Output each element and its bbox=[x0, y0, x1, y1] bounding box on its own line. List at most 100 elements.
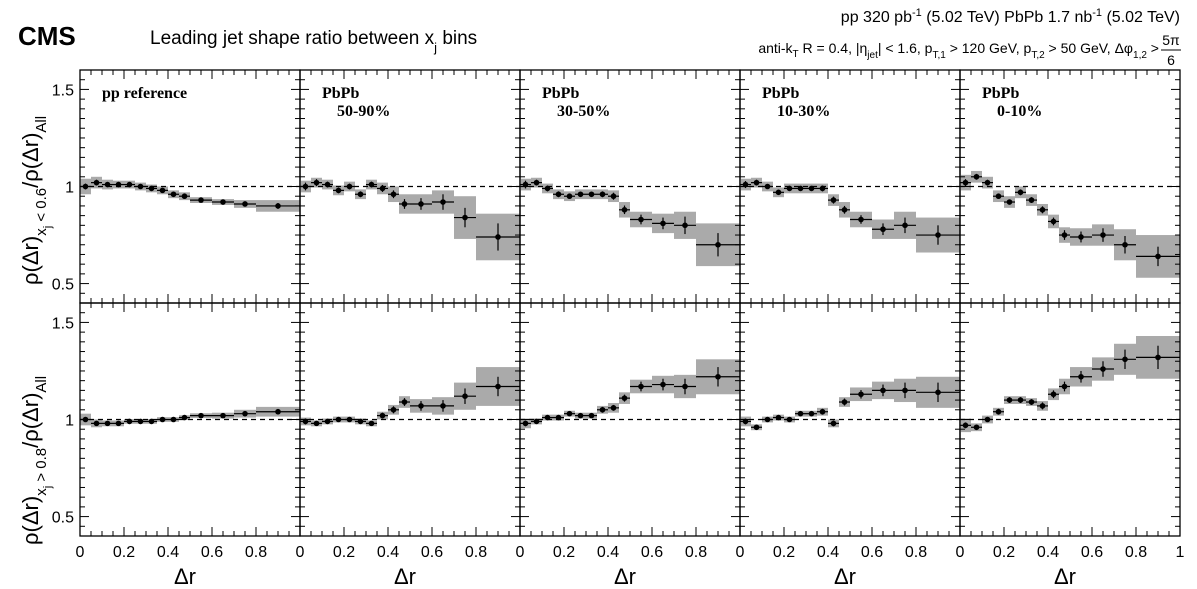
data-point bbox=[715, 373, 721, 380]
panel-r2-c3: 0 0.2 0.4 0.6 0.8 Δr bbox=[516, 302, 741, 589]
x-axis-label: Δr bbox=[394, 564, 416, 589]
data-point bbox=[1155, 253, 1161, 260]
data-point bbox=[858, 216, 864, 223]
data-point bbox=[1122, 241, 1128, 248]
data-point bbox=[610, 193, 617, 200]
panel-label-line2: 0-10% bbox=[997, 103, 1042, 120]
data-point bbox=[935, 232, 941, 238]
panel-label-line2: 10-30% bbox=[777, 103, 830, 120]
data-point bbox=[198, 412, 204, 419]
data-point bbox=[533, 418, 540, 425]
data-point bbox=[1155, 354, 1161, 361]
data-point bbox=[566, 193, 573, 200]
data-point bbox=[357, 191, 364, 198]
y-axis-label-top: ρ(Δr)xj < 0.6/ρ(Δr)All bbox=[18, 116, 54, 285]
data-point bbox=[808, 185, 815, 192]
data-point bbox=[462, 393, 468, 400]
data-point bbox=[313, 179, 320, 186]
data-point bbox=[126, 181, 133, 188]
data-point bbox=[368, 420, 375, 427]
data-point bbox=[880, 226, 886, 233]
chart-title: Leading jet shape ratio between xj bins bbox=[150, 28, 477, 55]
cut-fraction-denominator: 6 bbox=[1167, 52, 1175, 68]
data-point bbox=[357, 418, 364, 425]
x-tick-label: 0.6 bbox=[641, 544, 663, 561]
panel-label-line2: 50-90% bbox=[337, 103, 390, 120]
data-point bbox=[401, 201, 408, 207]
data-point bbox=[148, 418, 155, 425]
data-point bbox=[242, 410, 248, 417]
data-point bbox=[1006, 397, 1013, 403]
panel-r2-c5: 0 0.2 0.4 0.6 0.8 1 Δr bbox=[956, 302, 1185, 589]
panel-label-line1: PbPb bbox=[542, 85, 579, 102]
x-tick-label: 0.6 bbox=[861, 544, 883, 561]
data-point bbox=[786, 185, 793, 192]
data-point bbox=[104, 181, 111, 188]
data-point bbox=[115, 420, 122, 427]
data-point bbox=[775, 414, 782, 421]
data-point bbox=[242, 201, 248, 207]
x-tick-label: 0 bbox=[296, 544, 305, 561]
data-point bbox=[715, 241, 721, 248]
data-point bbox=[159, 187, 166, 194]
panel-label-line2: 30-50% bbox=[557, 103, 610, 120]
data-point bbox=[1017, 189, 1024, 196]
data-point bbox=[819, 408, 826, 415]
y-tick-label: 1 bbox=[65, 413, 74, 430]
y-tick-label: 1.5 bbox=[52, 315, 74, 332]
y-tick-label: 1 bbox=[65, 180, 74, 197]
data-point bbox=[137, 183, 144, 190]
data-point bbox=[346, 183, 353, 190]
data-point bbox=[808, 410, 815, 417]
data-point bbox=[555, 191, 562, 198]
data-point bbox=[753, 179, 760, 186]
data-point bbox=[440, 199, 446, 205]
data-point bbox=[462, 214, 468, 221]
x-tick-label: 0.4 bbox=[157, 544, 179, 561]
data-point bbox=[1039, 207, 1046, 213]
data-point bbox=[346, 416, 353, 423]
panel-label-line1: PbPb bbox=[322, 85, 359, 102]
x-tick-label: 0.8 bbox=[685, 544, 707, 561]
data-point bbox=[566, 410, 573, 417]
data-point bbox=[220, 199, 226, 205]
data-point bbox=[302, 418, 309, 425]
data-point bbox=[1100, 366, 1106, 372]
data-point bbox=[621, 207, 628, 213]
panel-r2-c4: 0 0.2 0.4 0.6 0.8 Δr bbox=[736, 302, 961, 589]
data-point bbox=[599, 191, 606, 198]
data-point bbox=[830, 420, 837, 427]
data-point bbox=[170, 416, 177, 423]
data-point bbox=[379, 412, 386, 419]
data-point bbox=[902, 387, 908, 394]
data-point bbox=[638, 216, 644, 223]
y-tick-label: 0.5 bbox=[52, 510, 74, 527]
data-point bbox=[198, 197, 204, 203]
panel-r1-c1: pp reference 0.5 1 1.5 bbox=[52, 69, 301, 304]
data-point bbox=[775, 189, 782, 196]
x-tick-label: 0.8 bbox=[1125, 544, 1147, 561]
data-point bbox=[638, 383, 644, 390]
data-point bbox=[599, 406, 606, 413]
data-point bbox=[819, 185, 826, 192]
data-point bbox=[159, 416, 166, 423]
data-point bbox=[148, 185, 155, 192]
data-point bbox=[495, 234, 501, 240]
data-point bbox=[1017, 397, 1024, 403]
data-point bbox=[379, 185, 386, 192]
data-point bbox=[621, 395, 628, 401]
x-tick-label: 0.4 bbox=[1037, 544, 1059, 561]
x-tick-label: 0.6 bbox=[201, 544, 223, 561]
data-point bbox=[313, 420, 320, 427]
data-point bbox=[1078, 373, 1084, 380]
data-point bbox=[93, 179, 100, 186]
x-tick-label: 0.8 bbox=[245, 544, 267, 561]
x-tick-label: 0.4 bbox=[597, 544, 619, 561]
data-point bbox=[682, 222, 688, 229]
data-point bbox=[984, 416, 991, 423]
data-point bbox=[764, 183, 771, 190]
x-axis-label: Δr bbox=[1054, 564, 1076, 589]
